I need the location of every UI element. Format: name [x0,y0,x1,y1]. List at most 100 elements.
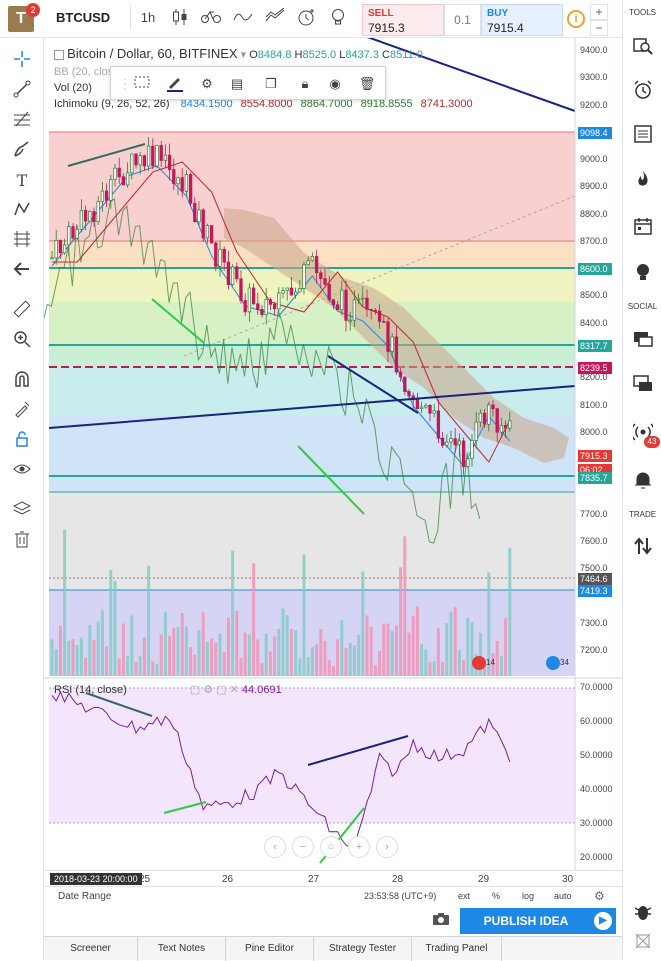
layers-icon[interactable] [9,500,35,522]
symbol-search[interactable]: BTCUSD [56,10,111,25]
streams-broadcast-icon[interactable] [630,422,656,444]
log-toggle[interactable]: log [522,891,535,901]
zoom-icon[interactable] [9,330,35,352]
candle-body [226,261,231,285]
candle-body [71,226,75,239]
zoom-in-icon[interactable]: + [348,836,370,858]
template-icon[interactable]: ▤ [230,76,244,91]
price-tag: 7464.6 [578,572,612,585]
auto-toggle[interactable]: auto [554,891,572,901]
chart-settings-gear-icon[interactable]: ⚙ [594,889,605,903]
date-range-button[interactable]: Date Range [58,891,112,902]
volume-bar [420,644,424,676]
scroll-right-icon[interactable]: › [376,836,398,858]
volume-bar [100,610,104,676]
help-icon[interactable] [632,932,654,954]
brush-icon[interactable] [9,140,35,162]
rsi-settings-icons[interactable]: ▢ ⚙ ▢ ✕ [189,684,239,696]
trendline-icon[interactable] [9,80,35,102]
tab-strategy-tester[interactable]: Strategy Tester [314,937,412,961]
drag-handle-icon[interactable]: ⋮ [118,76,132,91]
volume-marker[interactable]: 14 [472,656,495,670]
interval-button[interactable]: 1h [140,10,156,25]
reset-icon[interactable]: ○ [320,836,342,858]
trash-icon[interactable] [9,530,35,552]
stay-drawing-icon[interactable] [9,400,35,422]
candle-body [285,287,289,291]
volume-bar [201,612,205,676]
trading-arrows-icon[interactable] [632,536,654,558]
buy-button[interactable]: BUY 7915.4 [481,4,563,36]
eye-icon[interactable] [9,460,35,482]
lightbulb-icon[interactable] [328,8,348,28]
zoom-out-icon[interactable]: − [292,836,314,858]
notifications-bell-icon[interactable] [632,470,654,492]
templates-icon[interactable] [264,7,286,28]
chart-area[interactable]: Bitcoin / Dollar, 60, BITFINEX ▾ O8484.8… [44,38,622,902]
scroll-left-icon[interactable]: ‹ [264,836,286,858]
visibility-icon[interactable]: ◉ [329,76,341,91]
volume-bar [508,547,512,676]
arrow-left-icon[interactable] [9,260,35,282]
price-axis-label: 8700.0 [580,235,608,246]
time-axis[interactable]: 2018-03-23 20:00:00 25 26 27 28 29 30 [44,870,622,888]
candle-body [264,299,268,315]
publish-idea-button[interactable]: PUBLISH IDEA ▶ [460,908,616,934]
candle-body [495,408,499,433]
alert-clock-icon[interactable] [296,8,318,28]
price-chart[interactable] [44,38,622,902]
collapse-icon[interactable] [54,50,64,61]
volume-bar [226,617,230,676]
crosshair-icon[interactable] [9,50,35,72]
clone-icon[interactable]: ❐ [265,76,277,91]
line-style-icon[interactable] [133,74,153,94]
camera-icon[interactable] [432,912,450,928]
candle-body [163,154,168,161]
bug-report-icon[interactable] [632,902,654,924]
zoom-out-button[interactable]: − [590,20,608,36]
lock-drawing-icon[interactable]: 🔒︎ [301,76,309,91]
ideas-lightbulb-icon[interactable] [632,262,654,284]
hotlist-flame-icon[interactable] [632,170,654,192]
chat-icon[interactable] [632,330,654,352]
candle-body [344,289,348,321]
percent-toggle[interactable]: % [492,891,501,901]
text-tool-icon[interactable]: T [16,171,28,190]
indicators-icon[interactable] [232,8,254,28]
low-value: 8437.3 [345,49,379,61]
tab-text-notes[interactable]: Text Notes [138,937,226,961]
volume-bar [159,634,163,676]
volume-marker[interactable]: 34 [546,656,569,670]
candle-body [222,248,226,263]
ruler-icon[interactable] [9,300,35,322]
price-axis-label: 7200.0 [580,645,608,655]
rsi-axis-label: 30.0000 [580,818,613,828]
quantity-field[interactable]: 0.1 [444,4,481,36]
settings-gear-icon[interactable]: ⚙ [201,76,213,91]
fib-tools-icon[interactable] [9,110,35,132]
tab-pine-editor[interactable]: Pine Editor [226,937,314,961]
tab-trading-panel[interactable]: Trading Panel [412,937,502,961]
private-chat-icon[interactable] [632,374,654,396]
delete-drawing-icon[interactable]: 🗑︎ [358,76,376,91]
info-icon[interactable]: i [567,10,585,28]
timezone-clock[interactable]: 23:53:58 (UTC+9) [364,891,437,901]
alarm-clock-icon[interactable] [632,80,654,102]
pencil-color-icon[interactable] [165,74,185,94]
tab-screener[interactable]: Screener [44,937,138,961]
news-list-icon[interactable] [632,124,654,146]
candle-body [58,240,63,254]
calendar-icon[interactable] [632,216,654,238]
sell-button[interactable]: SELL 7915.3 [362,4,444,36]
pattern-icon[interactable] [9,200,35,222]
candles-icon[interactable] [170,8,190,28]
play-icon[interactable]: ▶ [594,912,612,930]
chevron-down-icon[interactable]: ▾ [240,49,247,61]
zoom-in-button[interactable]: + [590,4,608,20]
magnet-icon[interactable] [9,370,35,392]
lock-icon[interactable] [9,430,35,452]
ext-toggle[interactable]: ext [458,891,471,901]
watchlist-icon[interactable] [632,36,654,58]
compare-icon[interactable] [200,8,222,28]
forecast-icon[interactable] [9,230,35,252]
